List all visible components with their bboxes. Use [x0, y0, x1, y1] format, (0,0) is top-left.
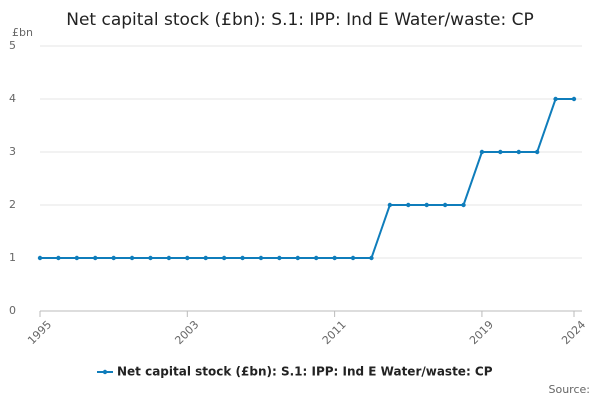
point	[461, 202, 466, 208]
point	[571, 96, 577, 102]
x-tick-label: 2024	[559, 318, 588, 347]
point	[111, 255, 116, 261]
point	[534, 149, 540, 155]
point	[221, 255, 227, 261]
point	[37, 255, 43, 261]
x-tick-label: 1995	[25, 318, 54, 347]
chart-title: Net capital stock (£bn): S.1: IPP: Ind E…	[66, 10, 533, 30]
point	[314, 255, 319, 261]
point	[295, 255, 300, 261]
point	[148, 255, 153, 261]
y-tick-label: 1	[9, 251, 16, 264]
point	[442, 202, 448, 208]
y-tick-label: 2	[9, 198, 16, 211]
legend-label: Net capital stock (£bn): S.1: IPP: Ind E…	[117, 365, 493, 379]
y-tick-label: 0	[9, 304, 16, 317]
x-tick-label: 2011	[320, 318, 349, 347]
point	[258, 255, 264, 261]
point	[129, 255, 135, 261]
point	[406, 202, 411, 208]
point	[203, 255, 208, 261]
point	[516, 149, 521, 155]
point	[350, 255, 356, 261]
point	[166, 255, 172, 261]
point	[498, 149, 503, 155]
x-tick-label: 2003	[172, 318, 201, 347]
point	[369, 255, 374, 261]
point	[332, 255, 337, 261]
y-unit: £bn	[12, 26, 33, 39]
point	[479, 149, 485, 155]
source: Source:	[549, 383, 591, 396]
y-tick-label: 5	[9, 39, 16, 52]
point	[93, 255, 98, 261]
point	[240, 255, 245, 261]
point	[277, 255, 282, 261]
y-tick-label: 4	[9, 92, 16, 105]
point	[553, 96, 558, 102]
x-tick-label: 2019	[467, 318, 496, 347]
point	[185, 255, 190, 261]
point	[424, 202, 429, 208]
point	[74, 255, 80, 261]
legend-marker	[102, 369, 108, 375]
y-tick-label: 3	[9, 145, 16, 158]
point	[387, 202, 393, 208]
point	[56, 255, 61, 261]
series-line	[40, 98, 574, 259]
